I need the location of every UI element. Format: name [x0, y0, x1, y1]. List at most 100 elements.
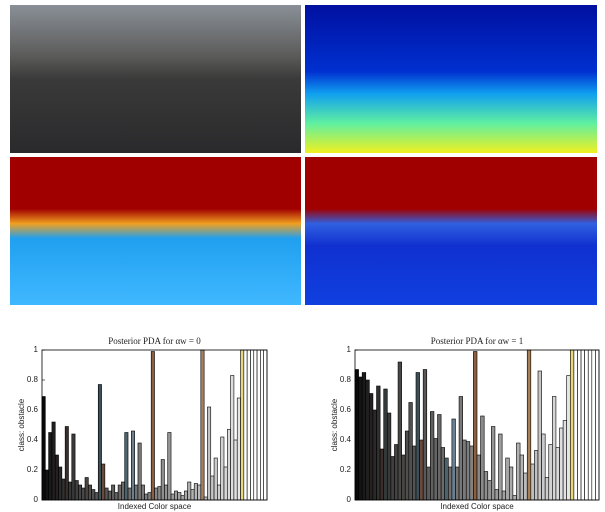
- y-tick-label: 1: [347, 345, 352, 354]
- bar: [263, 349, 268, 501]
- y-tick-label: 0.6: [27, 405, 39, 414]
- bar: [386, 412, 392, 501]
- bar: [144, 493, 149, 501]
- bar: [480, 415, 485, 501]
- bar: [111, 484, 116, 501]
- bar: [559, 427, 564, 501]
- y-axis-label: class: obstacle: [330, 398, 339, 451]
- bar: [177, 492, 182, 501]
- bar: [508, 466, 514, 501]
- axes-frame: [354, 349, 600, 501]
- y-tick-label: 0.2: [340, 465, 352, 474]
- bar: [487, 480, 492, 501]
- chart-title: Posterior PDA for αw = 1: [431, 336, 524, 346]
- posterior-map: [10, 157, 301, 305]
- bar: [516, 442, 521, 501]
- bar: [361, 372, 367, 501]
- bar: [433, 438, 438, 501]
- bar: [84, 477, 89, 501]
- y-tick-label: 0: [34, 495, 39, 504]
- bar: [41, 396, 46, 501]
- bar: [444, 457, 449, 501]
- bar: [250, 349, 255, 501]
- bar: [81, 487, 86, 501]
- bar: [78, 484, 83, 501]
- bar: [256, 349, 261, 501]
- bar: [469, 445, 474, 501]
- bar: [147, 492, 152, 501]
- bar: [379, 448, 385, 501]
- bar: [134, 484, 139, 501]
- bar: [541, 433, 546, 501]
- bar: [131, 430, 135, 501]
- bar: [240, 349, 245, 501]
- bar: [397, 361, 402, 501]
- bar: [236, 397, 241, 501]
- bar: [150, 351, 155, 501]
- bar: [476, 454, 481, 501]
- bar: [569, 349, 575, 501]
- bar: [117, 484, 122, 501]
- bar: [451, 418, 456, 501]
- bar: [68, 481, 73, 501]
- bar: [473, 351, 478, 501]
- bar: [94, 492, 99, 501]
- bar: [164, 484, 169, 501]
- bar: [494, 489, 499, 501]
- bar: [180, 495, 185, 501]
- bar: [458, 396, 463, 501]
- bar: [483, 471, 489, 501]
- bar: [365, 379, 370, 501]
- bar: [170, 493, 175, 501]
- bar: [220, 436, 225, 501]
- bar: [193, 483, 198, 501]
- bar: [91, 489, 96, 501]
- bar: [526, 349, 532, 501]
- y-tick-label: 0: [347, 495, 352, 504]
- bar: [260, 349, 264, 501]
- bar: [372, 409, 377, 501]
- bar: [230, 375, 235, 501]
- bar: [71, 433, 76, 501]
- bar: [591, 349, 596, 501]
- bar: [217, 484, 221, 501]
- bar: [369, 393, 374, 501]
- bar: [160, 459, 165, 501]
- bar: [390, 456, 395, 501]
- bar: [58, 466, 63, 501]
- bar: [104, 487, 109, 501]
- bar: [101, 463, 106, 501]
- bar: [573, 349, 578, 501]
- bar: [183, 490, 188, 501]
- bar: [200, 349, 205, 501]
- bar: [408, 402, 413, 501]
- bar: [233, 439, 238, 501]
- bar: [519, 454, 524, 501]
- bar: [548, 444, 553, 501]
- y-tick-label: 0.2: [27, 465, 39, 474]
- bar: [498, 433, 503, 501]
- bar: [577, 349, 582, 501]
- bar: [137, 442, 142, 501]
- bar: [580, 349, 585, 501]
- bar: [465, 441, 471, 501]
- bar: [88, 484, 92, 501]
- bar: [505, 457, 510, 501]
- bar: [226, 429, 231, 501]
- bar: [394, 444, 399, 501]
- bar: [121, 481, 126, 501]
- y-tick-label: 0.8: [340, 375, 352, 384]
- bar: [51, 421, 56, 501]
- bar: [544, 477, 550, 501]
- bar: [210, 475, 215, 501]
- bar: [157, 486, 162, 501]
- bar: [376, 385, 381, 501]
- bar: [174, 490, 178, 501]
- bar: [223, 466, 228, 501]
- bar: [462, 439, 467, 501]
- bar: [584, 349, 589, 501]
- bar: [354, 369, 359, 501]
- y-tick-label: 0.4: [27, 435, 39, 444]
- bar: [530, 463, 535, 501]
- y-tick-label: 1: [34, 345, 39, 354]
